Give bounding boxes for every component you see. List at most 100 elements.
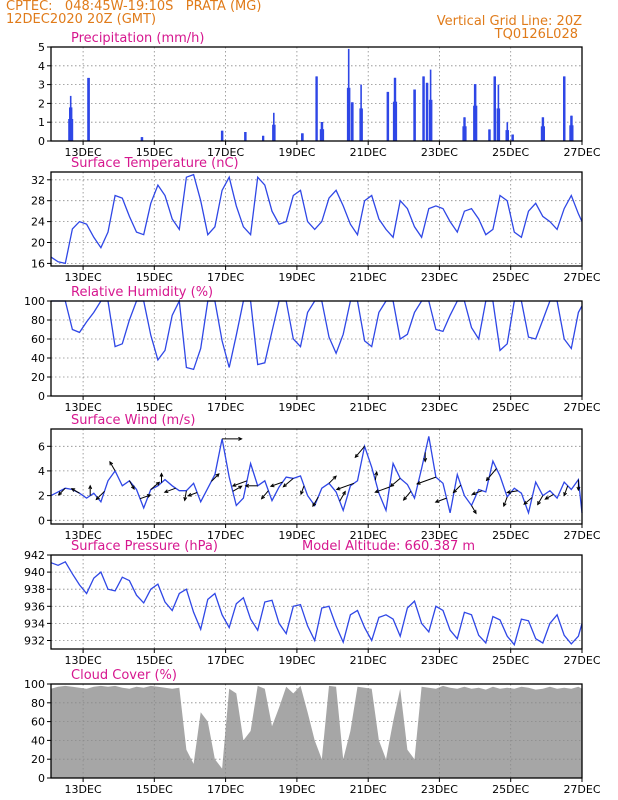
precip-bar [347,48,350,141]
x-tick-label: 15DEC [136,401,173,414]
precip-bar [465,126,467,141]
wind-arrow-head [57,491,63,496]
panel-frame [50,554,583,650]
wind-arrow [164,487,176,493]
wind-arrow [471,505,477,514]
wind-arrow-head [485,476,490,482]
x-tick-label: 19DEC [278,529,315,542]
precip-bar [387,91,390,141]
precip-bar [221,130,224,141]
wind-arrow [503,496,508,507]
precip-bar [350,102,353,141]
panel-precip: 0 1 2 3 4 5 13DEC 15DEC 17DEC 19DEC 21DEC 23DEC 25DE… [38,31,601,159]
y-tick-label: 28 [31,195,45,208]
wind-arrow-head [576,486,581,492]
precip-bar [488,129,490,141]
wind-arrow-head [146,494,152,498]
precip-bar [273,112,275,141]
x-tick-label: 17DEC [207,146,244,159]
precip-bar [496,108,499,141]
precip-bar [359,108,361,141]
precip-bar [274,124,276,141]
x-tick-label: 17DEC [207,529,244,542]
x-tick-label: 25DEC [492,529,529,542]
precip-bar [69,95,72,141]
precip-bar [87,77,89,141]
precip-bar [540,126,543,141]
precip-bar [414,89,416,141]
x-tick-label: 27DEC [563,271,600,284]
cloud-cover-area [51,685,582,778]
precip-bar [423,76,425,141]
wind-arrow-head [312,502,317,508]
y-tick-label: 934 [24,617,45,630]
wind-arrow [472,490,483,495]
wind-arrow-head [523,500,528,505]
y-tick-label: 942 [24,549,45,562]
x-tick-label: 21DEC [350,271,387,284]
y-tick-label: 20 [31,237,45,250]
panel-cloud: 0 20 40 60 80 100 13DEC 15DEC 17DEC 19DEC 21DEC 23D… [24,668,601,796]
x-tick-label: 27DEC [563,783,600,796]
x-tick-label: 25DEC [492,783,529,796]
precip-bar [316,76,318,141]
x-tick-label: 13DEC [65,654,102,667]
wind-arrow [416,476,437,485]
precip-bar [506,122,509,141]
wind-arrow-head [434,499,440,503]
wind-arrow [563,485,569,496]
panel-frame [50,683,583,779]
wind-arrow-head [260,495,266,500]
precip-bar [430,99,433,141]
header-model-id: TQ0126L028 [494,27,578,42]
y-tick-label: 4 [38,60,45,73]
precip-bar [498,108,501,141]
header-station-line: CPTEC: 048:45W-19:10S PRATA (MG) [6,0,262,14]
x-tick-label: 21DEC [350,146,387,159]
header-grid-line-info: Vertical Grid Line: 20Z [436,14,582,29]
precip-bar [570,115,572,141]
wind-arrow-head [335,486,341,491]
precip-bar [464,117,466,141]
precip-bar [262,135,265,141]
wind-arrow [375,486,390,493]
wind-arrow-head [269,483,275,488]
precip-bar [473,84,476,141]
precip-bar [395,101,398,141]
wind-arrow-head [502,502,507,508]
wind-arrow-head [402,496,408,501]
panel-temp: 16 20 24 28 32 13DEC 15DEC 17DEC 19DEC 21DEC 23DEC… [31,156,601,284]
precip-bar [322,129,325,141]
y-tick-label: 6 [38,440,45,453]
wind-arrow-head [109,460,114,466]
panel-frame [50,300,583,397]
wind-arrow-head [300,490,304,496]
temp-series-line [50,173,583,265]
panel-title: Surface Pressure (hPa) [71,539,218,554]
y-tick-label: 0 [38,772,45,785]
x-tick-label: 27DEC [563,654,600,667]
wind-arrow [390,478,401,487]
precip-bar [571,115,573,141]
precip-bar [413,89,415,141]
precip-bar [475,105,478,141]
wind-arrow-head [563,492,568,497]
panel-title: Surface Temperature (nC) [71,156,239,171]
wind-arrow [435,497,447,503]
x-tick-label: 19DEC [278,401,315,414]
y-tick-label: 80 [31,697,45,710]
y-tick-label: 2 [38,97,45,110]
wind-arrow [188,492,198,497]
wind-arrow [537,495,544,505]
wind-arrow-head [423,457,428,463]
wind-arrow [545,493,554,500]
wind-arrow-head [215,473,220,478]
precip-bar [428,99,431,141]
x-tick-label: 15DEC [136,271,173,284]
x-tick-label: 21DEC [350,529,387,542]
y-tick-label: 20 [31,753,45,766]
x-tick-label: 23DEC [421,401,458,414]
precip-bar [346,87,349,141]
x-tick-label: 19DEC [278,783,315,796]
x-tick-label: 17DEC [207,271,244,284]
